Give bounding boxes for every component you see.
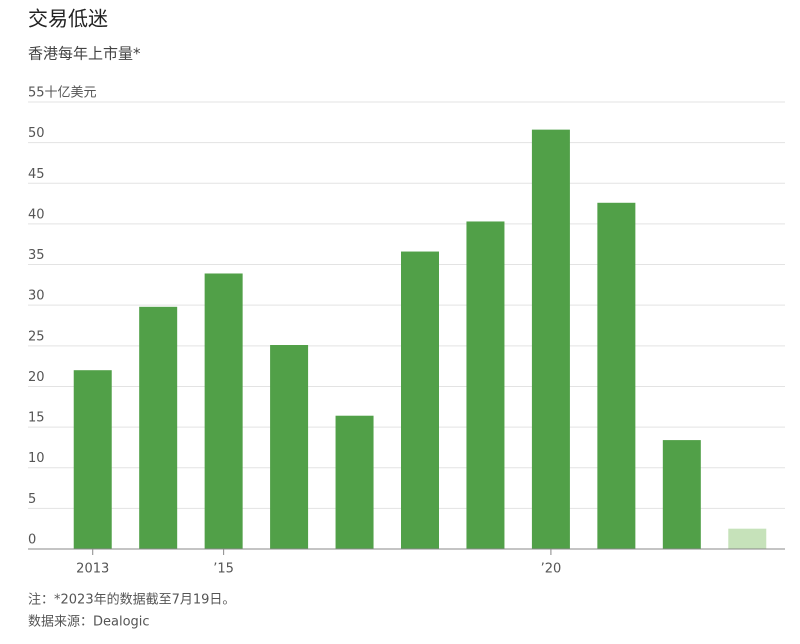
- bar: [73, 370, 112, 549]
- source: 数据来源：Dealogic: [28, 615, 150, 630]
- bar: [401, 251, 439, 550]
- bar: [335, 415, 374, 549]
- bar: [270, 345, 309, 549]
- y-tick-label: 0: [28, 533, 36, 548]
- chart-title: 交易低迷: [28, 7, 108, 31]
- x-tick-label: 2013: [76, 562, 109, 577]
- y-tick-label: 50: [28, 126, 45, 141]
- y-tick-label: 30: [28, 289, 45, 304]
- bar: [466, 221, 505, 550]
- y-tick-label: 55十亿美元: [28, 86, 97, 101]
- x-tick-label: ’20: [541, 562, 562, 577]
- y-tick-label: 20: [28, 370, 45, 385]
- y-tick-label: 15: [28, 411, 45, 426]
- bar: [662, 440, 701, 549]
- y-tick-label: 35: [28, 248, 45, 263]
- bar: [204, 273, 243, 549]
- y-tick-label: 5: [28, 492, 36, 507]
- y-tick-label: 45: [28, 167, 45, 182]
- y-tick-label: 10: [28, 451, 45, 466]
- bar: [139, 306, 178, 549]
- bar: [531, 129, 570, 549]
- bar: [728, 528, 767, 549]
- bar: [597, 202, 636, 549]
- y-tick-label: 40: [28, 207, 45, 222]
- y-tick-label: 25: [28, 329, 45, 344]
- chart-subtitle: 香港每年上市量*: [28, 45, 141, 63]
- x-tick-label: ’15: [213, 562, 234, 577]
- footnote: 注：*2023年的数据截至7月19日。: [28, 592, 235, 608]
